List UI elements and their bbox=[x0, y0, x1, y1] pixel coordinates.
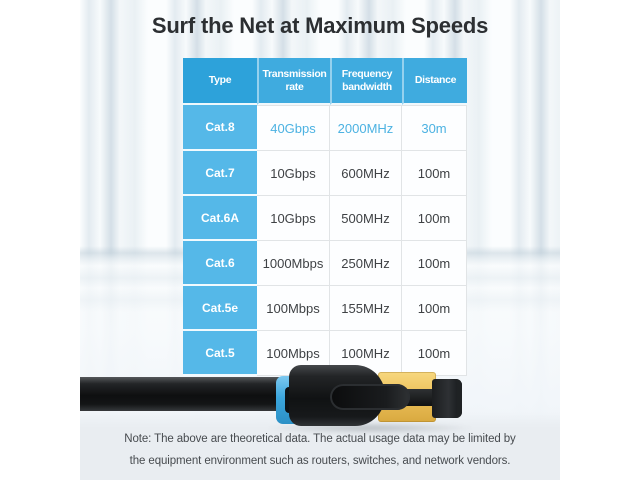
column-header-type: Type bbox=[183, 58, 257, 105]
cell-cat6a-rate: 10Gbps bbox=[257, 196, 330, 241]
connector-end-clip bbox=[432, 379, 462, 418]
table-row-cat5e: Cat.5e 100Mbps 155MHz 100m bbox=[183, 286, 467, 331]
row-label-cat5e: Cat.5e bbox=[183, 286, 257, 331]
column-header-frequency-bandwidth: Frequency bandwidth bbox=[330, 58, 402, 105]
table-row-cat6a: Cat.6A 10Gbps 500MHz 100m bbox=[183, 196, 467, 241]
flat-cable-cord bbox=[80, 377, 294, 411]
cell-cat7-distance: 100m bbox=[402, 151, 467, 196]
row-label-cat5: Cat.5 bbox=[183, 331, 257, 376]
cell-cat6a-bandwidth: 500MHz bbox=[330, 196, 402, 241]
row-label-cat7: Cat.7 bbox=[183, 151, 257, 196]
product-infographic-image: Surf the Net at Maximum Speeds Type Tran… bbox=[80, 0, 560, 480]
cell-cat8-rate: 40Gbps bbox=[257, 105, 330, 151]
column-header-transmission-rate: Transmission rate bbox=[257, 58, 330, 105]
cell-cat8-distance: 30m bbox=[402, 105, 467, 151]
cell-cat5e-bandwidth: 155MHz bbox=[330, 286, 402, 331]
row-label-cat6: Cat.6 bbox=[183, 241, 257, 286]
cell-cat6-distance: 100m bbox=[402, 241, 467, 286]
cell-cat8-bandwidth: 2000MHz bbox=[330, 105, 402, 151]
cell-cat6a-distance: 100m bbox=[402, 196, 467, 241]
table-row-cat6: Cat.6 1000Mbps 250MHz 100m bbox=[183, 241, 467, 286]
header-row: Type Transmission rate Frequency bandwid… bbox=[183, 58, 467, 105]
cell-cat5-distance: 100m bbox=[402, 331, 467, 376]
cell-cat6-rate: 1000Mbps bbox=[257, 241, 330, 286]
spec-table: Type Transmission rate Frequency bandwid… bbox=[183, 58, 467, 376]
note-line-1: Note: The above are theoretical data. Th… bbox=[124, 433, 516, 445]
connector-recess bbox=[330, 384, 410, 410]
table-row-cat7: Cat.7 10Gbps 600MHz 100m bbox=[183, 151, 467, 196]
column-header-distance: Distance bbox=[402, 58, 467, 105]
cell-cat5e-rate: 100Mbps bbox=[257, 286, 330, 331]
cell-cat7-bandwidth: 600MHz bbox=[330, 151, 402, 196]
cell-cat7-rate: 10Gbps bbox=[257, 151, 330, 196]
note-line-2: the equipment environment such as router… bbox=[129, 455, 511, 467]
cell-cat6-bandwidth: 250MHz bbox=[330, 241, 402, 286]
row-label-cat8: Cat.8 bbox=[183, 105, 257, 151]
cell-cat5e-distance: 100m bbox=[402, 286, 467, 331]
ethernet-cable-photo bbox=[80, 356, 560, 442]
page-title: Surf the Net at Maximum Speeds bbox=[151, 13, 489, 38]
table-row-cat8: Cat.8 40Gbps 2000MHz 30m bbox=[183, 105, 467, 151]
note-text: Note: The above are theoretical data. Th… bbox=[80, 428, 560, 472]
row-label-cat6a: Cat.6A bbox=[183, 196, 257, 241]
